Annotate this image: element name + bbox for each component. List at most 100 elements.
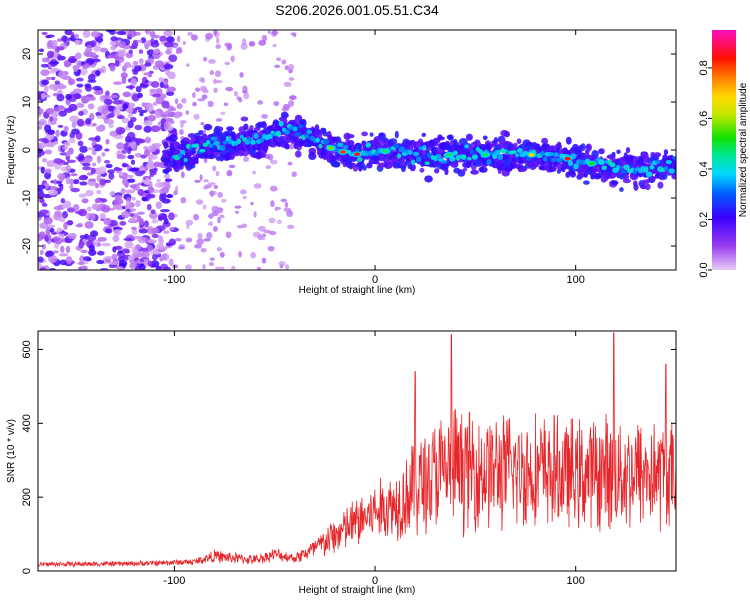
noise-blob xyxy=(168,54,178,63)
ridge-core xyxy=(210,136,218,141)
noise-blob xyxy=(94,135,101,143)
noise-blob xyxy=(57,124,64,128)
noise-blob xyxy=(94,182,100,189)
ridge-blob xyxy=(591,150,599,158)
spectrogram-heatmap xyxy=(38,30,676,270)
noise-blob xyxy=(79,67,88,76)
spectrogram-xtick-label: -100 xyxy=(163,274,185,286)
noise-blob xyxy=(146,103,154,112)
sparse-blob xyxy=(220,198,227,203)
noise-blob xyxy=(105,119,115,125)
noise-blob xyxy=(79,145,88,153)
noise-blob xyxy=(44,171,52,180)
noise-blob xyxy=(122,163,129,168)
snr-xtick-label: 0 xyxy=(372,575,378,587)
ridge-core xyxy=(416,156,422,163)
sparse-blob xyxy=(205,32,214,40)
sparse-blob xyxy=(208,59,216,64)
sparse-blob xyxy=(203,238,211,242)
ridge-core xyxy=(199,148,206,153)
noise-blob xyxy=(113,228,122,237)
ridge-core xyxy=(177,153,183,159)
noise-blob xyxy=(105,138,110,145)
ridge-core xyxy=(236,138,242,144)
noise-blob xyxy=(56,54,62,61)
noise-blob xyxy=(50,76,56,81)
noise-blob xyxy=(48,83,56,90)
noise-blob xyxy=(144,30,151,35)
noise-blob xyxy=(128,30,137,38)
sparse-blob xyxy=(224,61,231,66)
ridge-blob xyxy=(261,121,266,128)
noise-blob xyxy=(52,236,60,243)
noise-blob xyxy=(45,133,55,141)
sparse-blob xyxy=(215,266,221,270)
noise-blob xyxy=(72,179,80,185)
noise-blob xyxy=(51,111,59,119)
ridge-core xyxy=(336,142,344,148)
noise-blob xyxy=(104,255,113,260)
sparse-blob xyxy=(248,41,256,47)
ridge-core xyxy=(663,166,669,171)
hotspot xyxy=(564,156,571,161)
noise-blob xyxy=(78,110,84,116)
noise-blob xyxy=(116,30,127,35)
noise-blob xyxy=(87,73,96,82)
snr-panel: -100 0 100 0 200 400 600 Height of straight li… xyxy=(6,330,677,596)
noise-blob xyxy=(74,39,80,46)
noise-blob xyxy=(45,76,52,81)
ridge-core xyxy=(668,168,675,174)
noise-blob xyxy=(92,123,97,127)
noise-blob xyxy=(106,55,114,59)
noise-blob xyxy=(121,149,128,154)
sparse-blob xyxy=(216,247,222,252)
noise-blob xyxy=(134,170,144,177)
ridge-core xyxy=(194,143,200,149)
colorbar-tick-label: 0.2 xyxy=(698,212,710,227)
sparse-blob xyxy=(258,39,267,46)
noise-blob xyxy=(122,257,130,261)
ridge-blob xyxy=(361,131,368,137)
noise-blob xyxy=(101,107,110,115)
noise-blob xyxy=(119,220,127,226)
noise-blob xyxy=(156,143,161,150)
noise-blob xyxy=(116,142,125,150)
noise-blob xyxy=(161,198,171,204)
sparse-blob xyxy=(195,87,201,92)
noise-blob xyxy=(81,61,86,65)
ridge-core xyxy=(250,139,256,145)
noise-blob xyxy=(104,148,110,152)
noise-blob xyxy=(128,102,136,109)
noise-blob xyxy=(138,217,144,226)
ridge-core xyxy=(609,162,616,168)
snr-ytick-label: 600 xyxy=(21,340,33,358)
ridge-blob xyxy=(482,135,488,141)
noise-blob xyxy=(112,246,117,253)
noise-blob xyxy=(147,145,157,153)
noise-blob xyxy=(161,253,170,261)
snr-xtick-label: 100 xyxy=(567,575,585,587)
noise-blob xyxy=(85,117,92,125)
noise-blob xyxy=(58,70,66,79)
ridge-blob xyxy=(625,147,631,154)
ridge-blob xyxy=(400,165,406,173)
sparse-blob xyxy=(261,34,268,42)
noise-blob xyxy=(120,72,128,79)
noise-blob xyxy=(90,167,96,175)
sparse-blob xyxy=(194,179,201,183)
noise-blob xyxy=(113,108,121,116)
noise-blob xyxy=(113,167,123,171)
hotspot xyxy=(482,153,489,157)
noise-blob xyxy=(38,48,45,53)
sparse-blob xyxy=(185,110,189,115)
noise-blob xyxy=(101,242,112,247)
noise-blob xyxy=(129,184,137,189)
sparse-blob xyxy=(201,77,205,83)
noise-blob xyxy=(56,180,63,184)
ridge-core xyxy=(179,150,186,155)
noise-blob xyxy=(38,184,46,190)
sparse-blob xyxy=(290,32,297,36)
sparse-blob xyxy=(228,164,236,169)
noise-blob xyxy=(143,120,153,126)
spectrogram-xtick-label: 0 xyxy=(372,274,378,286)
